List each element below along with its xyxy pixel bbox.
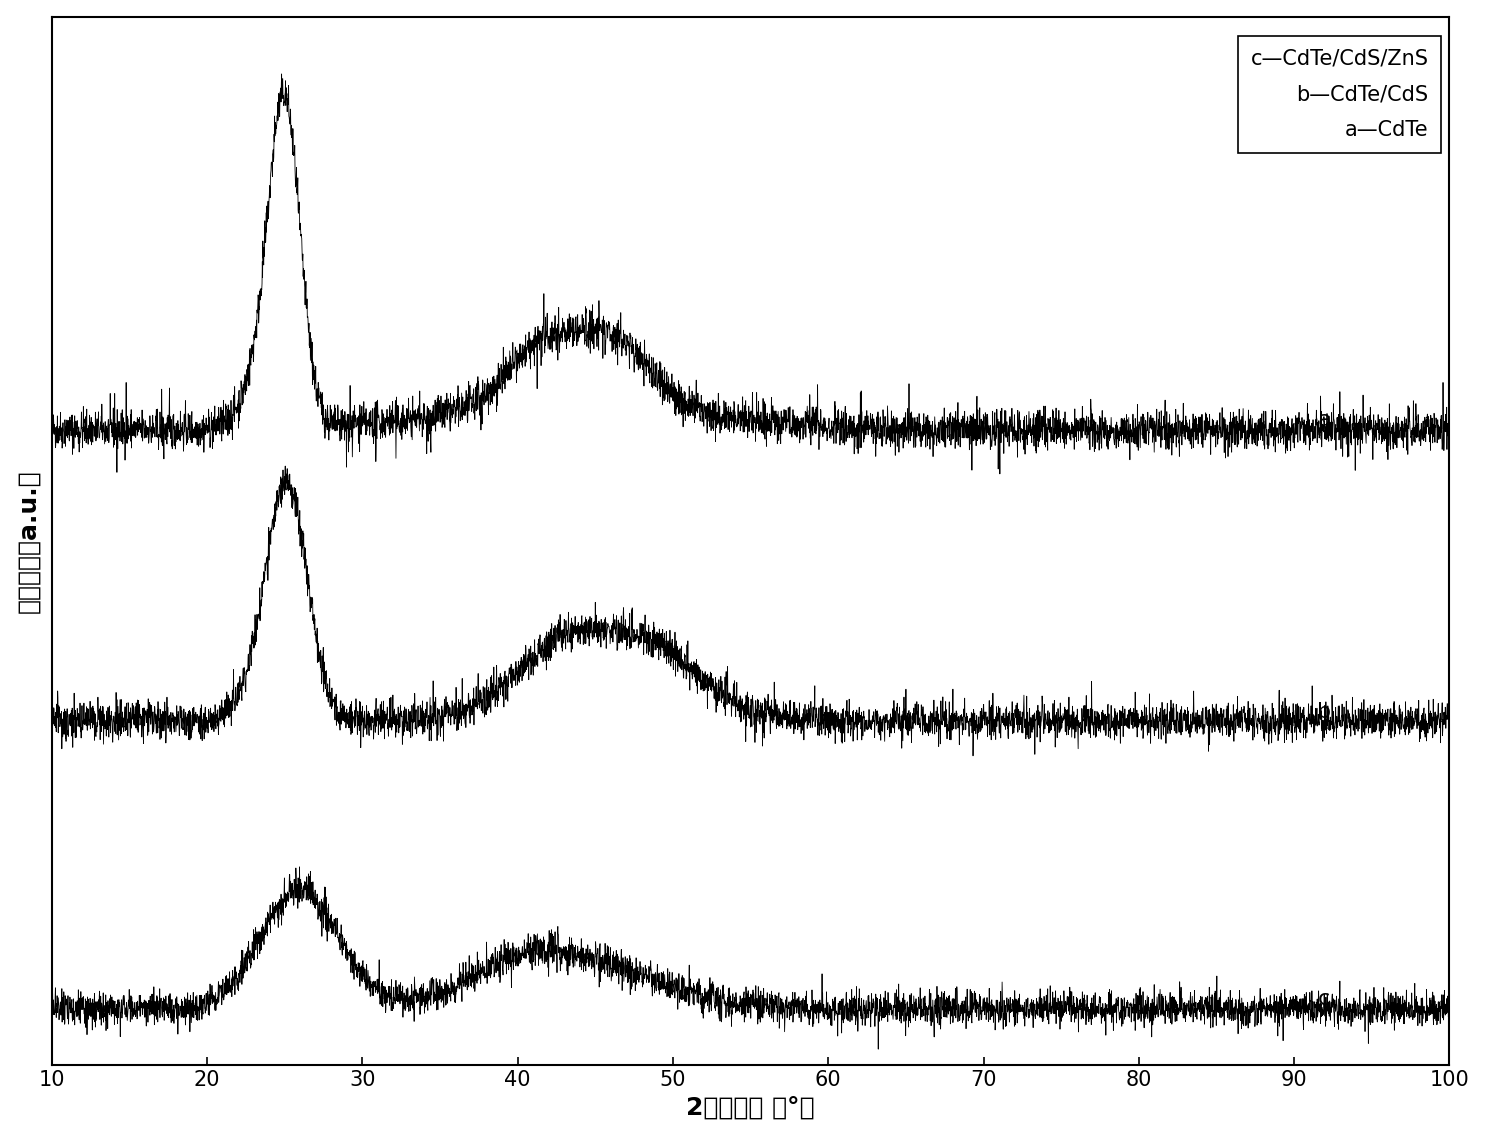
X-axis label: 2倍衍射角 （°）: 2倍衍射角 （°） (687, 1095, 814, 1119)
Text: c—CdTe/CdS/ZnS
b—CdTe/CdS
a—CdTe: c—CdTe/CdS/ZnS b—CdTe/CdS a—CdTe (1251, 48, 1428, 140)
Y-axis label: 相对强度（a.u.）: 相对强度（a.u.） (16, 469, 40, 612)
Text: b: b (1318, 702, 1331, 721)
Text: c: c (1318, 988, 1330, 1009)
Text: a: a (1318, 410, 1331, 431)
